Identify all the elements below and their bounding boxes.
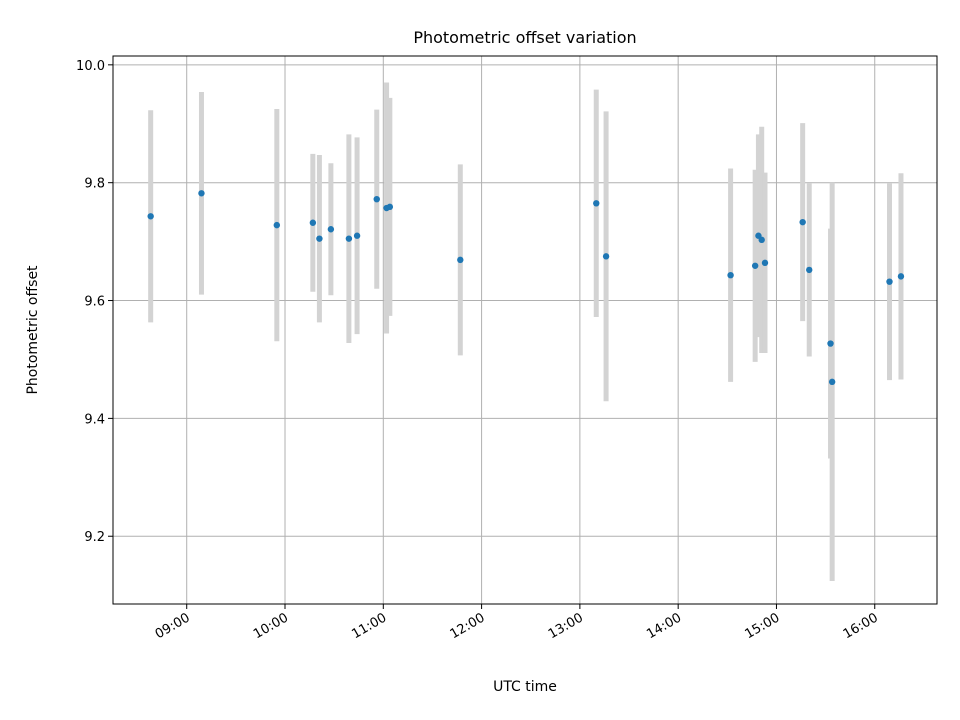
data-point — [806, 266, 813, 274]
data-point — [886, 278, 893, 285]
x-axis-label: UTC time — [493, 679, 557, 695]
y-tick-label: 9.8 — [84, 177, 105, 192]
data-point — [198, 190, 205, 197]
data-point — [316, 235, 323, 242]
data-point — [147, 213, 154, 220]
data-point — [827, 340, 834, 347]
plot-frame — [112, 55, 938, 605]
data-point — [386, 203, 394, 211]
grid — [113, 56, 937, 604]
y-tick-label: 9.2 — [84, 530, 105, 545]
data-point — [353, 232, 361, 239]
data-point — [727, 272, 734, 279]
y-tick-label: 9.6 — [84, 295, 105, 310]
data-point — [897, 273, 905, 280]
data-point — [457, 256, 464, 264]
data-point — [309, 219, 317, 226]
data-point — [373, 195, 380, 203]
data-point — [327, 226, 335, 233]
y-tick-label: 10.0 — [76, 59, 105, 74]
data-point — [602, 253, 610, 260]
data-point — [593, 200, 600, 207]
y-tick-label: 9.4 — [84, 412, 105, 427]
data-point — [345, 235, 353, 242]
data-point — [761, 259, 769, 267]
chart-title: Photometric offset variation — [413, 28, 636, 47]
data-point — [751, 262, 759, 269]
data-points — [147, 190, 905, 386]
y-axis-label: Photometric offset — [25, 265, 41, 395]
data-point — [799, 218, 806, 226]
data-point — [758, 236, 765, 244]
y-axis: 9.2 9.4 9.6 9.8 10.0 — [76, 59, 113, 545]
data-point — [273, 221, 281, 229]
data-point — [828, 378, 836, 386]
